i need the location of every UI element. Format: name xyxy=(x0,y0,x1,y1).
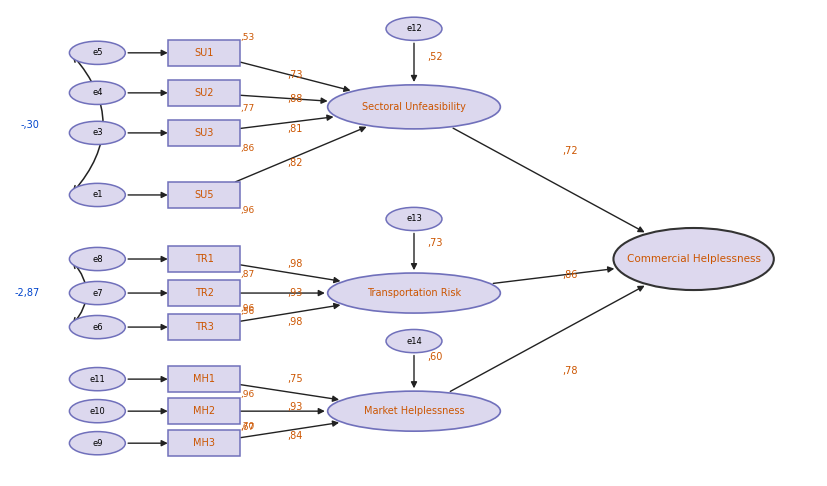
Ellipse shape xyxy=(385,330,442,353)
Text: ,96: ,96 xyxy=(240,304,255,313)
Text: e3: e3 xyxy=(92,128,103,138)
Ellipse shape xyxy=(69,315,125,339)
Text: ,82: ,82 xyxy=(287,158,303,168)
Text: ,52: ,52 xyxy=(427,52,442,62)
Text: e12: e12 xyxy=(405,24,422,34)
Text: ,88: ,88 xyxy=(287,94,303,104)
Text: SU3: SU3 xyxy=(194,128,213,138)
Text: SU5: SU5 xyxy=(194,190,213,200)
Text: ,73: ,73 xyxy=(287,70,303,80)
Ellipse shape xyxy=(385,208,442,230)
Text: ,73: ,73 xyxy=(427,238,442,248)
Text: ,93: ,93 xyxy=(287,288,303,298)
Text: ,72: ,72 xyxy=(562,146,577,156)
Text: ,98: ,98 xyxy=(287,259,303,269)
Text: ,77: ,77 xyxy=(240,104,255,113)
Text: Sectoral Unfeasibility: Sectoral Unfeasibility xyxy=(361,102,466,112)
Text: e8: e8 xyxy=(92,255,103,263)
Ellipse shape xyxy=(69,367,125,391)
Ellipse shape xyxy=(69,432,125,455)
Text: ,53: ,53 xyxy=(240,33,255,42)
Ellipse shape xyxy=(327,273,500,313)
Text: TR1: TR1 xyxy=(194,254,213,264)
Text: Market Helplessness: Market Helplessness xyxy=(363,406,464,416)
Ellipse shape xyxy=(613,228,773,290)
Text: e13: e13 xyxy=(405,214,422,224)
Text: e5: e5 xyxy=(92,48,103,57)
FancyBboxPatch shape xyxy=(168,314,240,340)
FancyBboxPatch shape xyxy=(168,366,240,392)
Text: -,30: -,30 xyxy=(21,120,40,130)
Text: ,98: ,98 xyxy=(287,317,303,327)
Text: ,96: ,96 xyxy=(240,390,255,399)
Text: ,86: ,86 xyxy=(562,270,576,280)
Text: ,93: ,93 xyxy=(287,402,303,412)
Ellipse shape xyxy=(385,17,442,40)
Ellipse shape xyxy=(327,391,500,431)
Ellipse shape xyxy=(69,281,125,305)
FancyBboxPatch shape xyxy=(168,430,240,456)
FancyBboxPatch shape xyxy=(168,182,240,208)
Text: TR2: TR2 xyxy=(194,288,213,298)
Text: ,56: ,56 xyxy=(240,307,255,316)
Text: ,81: ,81 xyxy=(287,124,303,134)
Text: -2,87: -2,87 xyxy=(14,288,40,298)
Text: e6: e6 xyxy=(92,323,103,331)
Ellipse shape xyxy=(69,122,125,144)
Text: MH1: MH1 xyxy=(193,374,215,384)
FancyBboxPatch shape xyxy=(168,398,240,424)
Text: ,60: ,60 xyxy=(427,352,442,362)
Ellipse shape xyxy=(69,183,125,207)
Text: MH2: MH2 xyxy=(193,406,215,416)
FancyBboxPatch shape xyxy=(168,246,240,272)
Text: TR3: TR3 xyxy=(194,322,213,332)
Text: ,75: ,75 xyxy=(287,374,303,384)
Ellipse shape xyxy=(327,85,500,129)
Text: Transportation Risk: Transportation Risk xyxy=(366,288,461,298)
Text: e1: e1 xyxy=(92,191,103,199)
Text: e9: e9 xyxy=(92,439,103,448)
Text: ,84: ,84 xyxy=(287,431,303,441)
FancyBboxPatch shape xyxy=(168,80,240,106)
Ellipse shape xyxy=(69,81,125,104)
Text: e14: e14 xyxy=(405,337,422,346)
Text: ,86: ,86 xyxy=(240,143,255,153)
Text: ,78: ,78 xyxy=(562,366,577,376)
FancyBboxPatch shape xyxy=(168,120,240,146)
Text: ,67: ,67 xyxy=(240,423,255,433)
FancyBboxPatch shape xyxy=(168,280,240,306)
Ellipse shape xyxy=(69,41,125,65)
Text: Commercial Helplessness: Commercial Helplessness xyxy=(626,254,760,264)
Text: MH3: MH3 xyxy=(193,438,215,448)
Text: ,70: ,70 xyxy=(240,422,255,431)
Text: e4: e4 xyxy=(92,88,103,97)
FancyBboxPatch shape xyxy=(168,40,240,66)
Text: e11: e11 xyxy=(89,375,105,383)
Text: ,87: ,87 xyxy=(240,270,255,279)
Text: SU2: SU2 xyxy=(194,88,213,98)
Text: e10: e10 xyxy=(89,407,105,416)
Ellipse shape xyxy=(69,247,125,271)
Ellipse shape xyxy=(69,399,125,423)
Text: e7: e7 xyxy=(92,289,103,297)
Text: SU1: SU1 xyxy=(194,48,213,58)
Text: ,96: ,96 xyxy=(240,206,255,215)
